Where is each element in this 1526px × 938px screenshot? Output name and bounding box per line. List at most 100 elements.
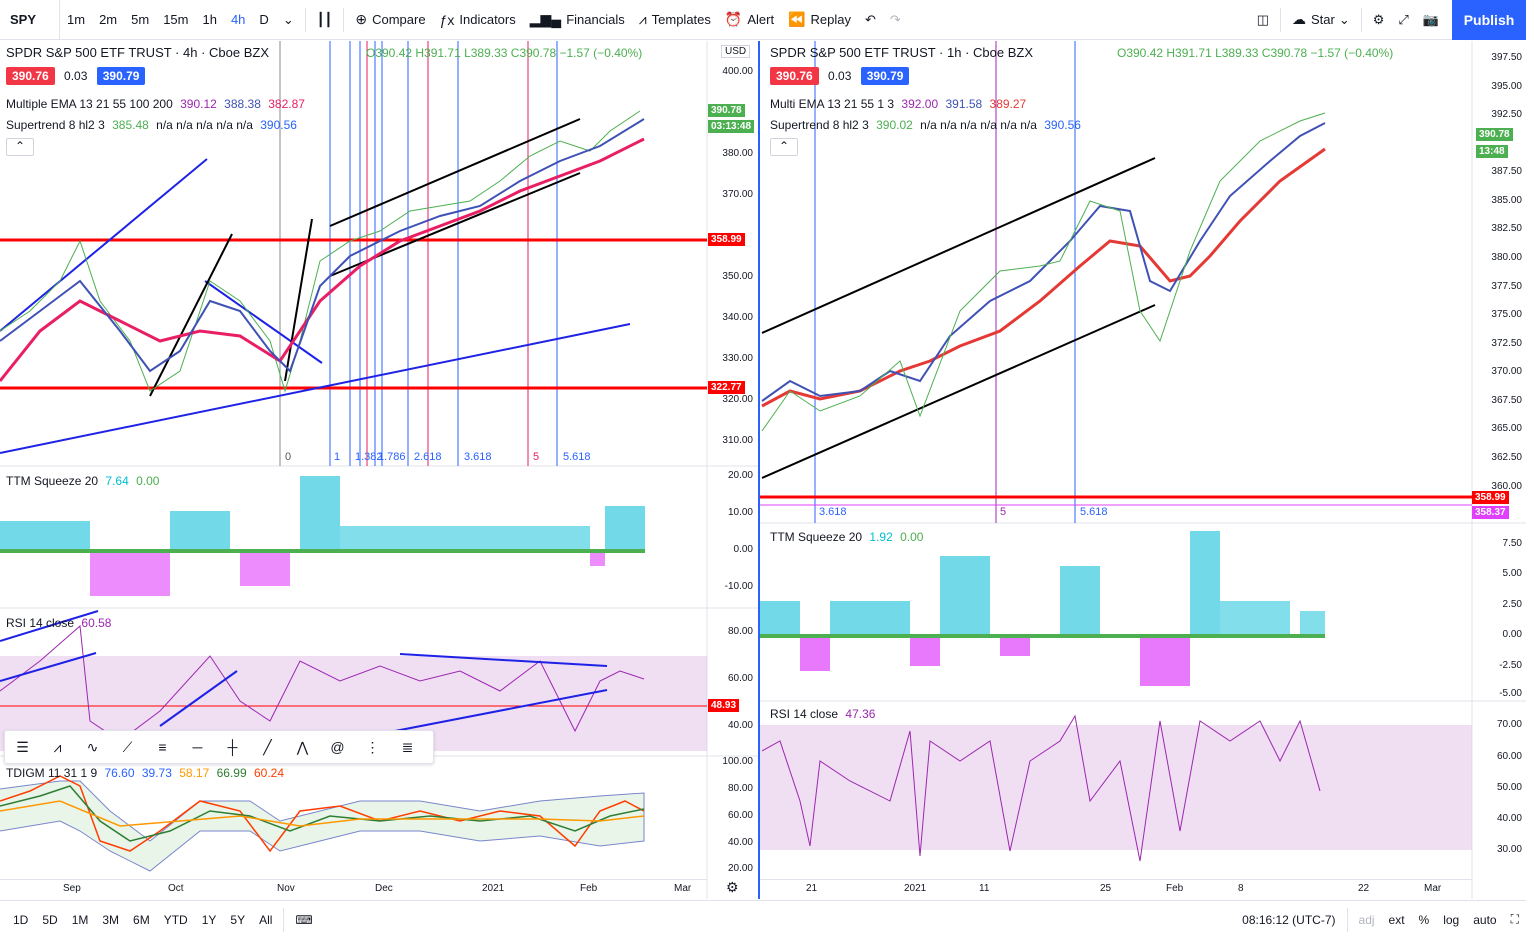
right-ttm-axis[interactable]: 7.50 5.00 2.50 0.00 -2.50 -5.00 bbox=[1499, 538, 1522, 699]
publish-button[interactable]: Publish bbox=[1452, 0, 1526, 40]
percent-toggle[interactable]: % bbox=[1418, 912, 1430, 927]
layout-button[interactable]: ◫ bbox=[1250, 0, 1276, 40]
goto-date-button[interactable]: ⌨ bbox=[288, 913, 319, 927]
left-rsi-axis[interactable]: 80.00 60.00 40.00 bbox=[727, 626, 753, 731]
left-supertrend-legend[interactable]: Supertrend 8 hl2 3 385.48 n/a n/a n/a n/… bbox=[6, 118, 297, 132]
bar-chart-icon: ▂▆▄ bbox=[529, 11, 562, 27]
ask-price[interactable]: 390.79 bbox=[860, 67, 910, 85]
templates-icon: ⩘ bbox=[638, 11, 647, 27]
left-quote-row: 390.76 0.03 390.79 bbox=[6, 67, 146, 85]
interval-D[interactable]: D bbox=[259, 12, 269, 27]
divider bbox=[1346, 907, 1348, 932]
alert-button[interactable]: ⏰ Alert bbox=[724, 11, 775, 27]
fib-label-1382: 1.382 bbox=[355, 451, 383, 463]
log-toggle[interactable]: log bbox=[1443, 912, 1460, 927]
fib-label-2618: 2.618 bbox=[414, 451, 442, 463]
timezone-clock[interactable]: 08:16:12 (UTC-7) bbox=[1242, 912, 1336, 927]
undo-icon: ↶ bbox=[864, 11, 876, 27]
interval-15m[interactable]: 15m bbox=[163, 12, 189, 27]
replay-button[interactable]: ⏪ Replay bbox=[788, 11, 851, 27]
redo-button[interactable]: ↷ bbox=[883, 0, 908, 40]
interval-1h[interactable]: 1h bbox=[202, 12, 217, 27]
range-6M[interactable]: 6M bbox=[133, 912, 150, 927]
left-chart-panel[interactable]: SPDR S&P 500 ETF TRUST · 4h · Cboe BZX O… bbox=[0, 41, 760, 899]
right-price-axis[interactable]: 397.50 395.00 392.50 387.50 385.00 382.5… bbox=[1491, 52, 1522, 492]
pattern-icon[interactable]: ⩘ bbox=[53, 738, 62, 755]
left-chart-title: SPDR S&P 500 ETF TRUST · 4h · Cboe BZX bbox=[6, 45, 269, 60]
fib-extension-icon[interactable]: ⋮ bbox=[365, 738, 380, 755]
auto-toggle[interactable]: auto bbox=[1473, 912, 1497, 927]
fullscreen-button[interactable]: ⤢ bbox=[1391, 0, 1415, 40]
left-time-axis[interactable]: Sep Oct Nov Dec 2021 Feb Mar bbox=[0, 879, 707, 899]
left-rsi-legend[interactable]: RSI 14 close 60.58 bbox=[6, 616, 112, 630]
right-ema-legend[interactable]: Multi EMA 13 21 55 1 3 392.00 391.58 389… bbox=[770, 97, 1027, 111]
wave-icon[interactable]: ∿ bbox=[86, 738, 99, 755]
right-supertrend-legend[interactable]: Supertrend 8 hl2 3 390.02 n/a n/a n/a n/… bbox=[770, 118, 1081, 132]
collapse-legend-button[interactable]: ⌃ bbox=[770, 138, 798, 156]
maximize-button[interactable]: ⛶ bbox=[1504, 912, 1526, 927]
interval-1m[interactable]: 1m bbox=[67, 12, 86, 27]
right-time-axis[interactable]: 21 2021 11 25 Feb 8 22 Mar bbox=[760, 879, 1472, 899]
ext-toggle[interactable]: ext bbox=[1388, 912, 1405, 927]
bid-price[interactable]: 390.76 bbox=[6, 67, 55, 85]
left-ttm-axis[interactable]: 20.00 10.00 0.00 -10.00 bbox=[724, 470, 753, 592]
left-tdi-legend[interactable]: TDIGM 11 31 1 9 76.60 39.73 58.17 66.99 … bbox=[6, 766, 285, 780]
left-last-price-tag: 390.78 bbox=[708, 104, 745, 117]
vertical-lines-icon[interactable]: ┼ bbox=[227, 739, 238, 755]
ask-price[interactable]: 390.79 bbox=[96, 67, 146, 85]
range-1D[interactable]: 1D bbox=[13, 912, 29, 927]
drag-handle-icon[interactable]: ☰ bbox=[16, 738, 29, 755]
top-toolbar: SPY 1m 2m 5m 15m 1h 4h D ⌄ ┃┃ ⊕ Compare ƒ… bbox=[0, 0, 1526, 40]
left-ttm-legend[interactable]: TTM Squeeze 20 7.64 0.00 bbox=[6, 474, 160, 488]
left-ohlc: O390.42 H391.71 L389.33 C390.78 −1.57 (−… bbox=[366, 46, 643, 60]
right-rsi-axis[interactable]: 70.00 60.00 50.00 40.00 30.00 bbox=[1496, 719, 1522, 855]
interval-4h[interactable]: 4h bbox=[230, 12, 246, 27]
layout-split-icon: ◫ bbox=[1256, 11, 1269, 27]
undo-button[interactable]: ↶ bbox=[858, 0, 883, 40]
left-ema-legend[interactable]: Multiple EMA 13 21 55 100 200 390.12 388… bbox=[6, 97, 305, 111]
path-icon[interactable]: ⋀ bbox=[296, 738, 309, 755]
range-YTD[interactable]: YTD bbox=[163, 912, 188, 927]
right-ohlc: O390.42 H391.71 L389.33 C390.78 −1.57 (−… bbox=[1117, 46, 1394, 60]
right-bar-timer: 13:48 bbox=[1476, 145, 1508, 158]
left-tdi-axis[interactable]: 100.00 80.00 60.00 40.00 20.00 bbox=[722, 756, 753, 874]
financials-button[interactable]: ▂▆▄ Financials bbox=[529, 11, 625, 27]
range-3M[interactable]: 3M bbox=[102, 912, 120, 927]
range-1M[interactable]: 1M bbox=[71, 912, 89, 927]
range-5Y[interactable]: 5Y bbox=[230, 912, 246, 927]
range-All[interactable]: All bbox=[259, 912, 273, 927]
spiral-icon[interactable]: @ bbox=[330, 739, 345, 755]
right-last-price-tag: 390.78 bbox=[1476, 128, 1513, 141]
templates-button[interactable]: ⩘ Templates bbox=[638, 11, 711, 27]
right-chart-panel[interactable]: SPDR S&P 500 ETF TRUST · 1h · Cboe BZX O… bbox=[760, 41, 1526, 899]
right-quote-row: 390.76 0.03 390.79 bbox=[770, 67, 910, 85]
bid-price[interactable]: 390.76 bbox=[770, 67, 819, 85]
chart-type-button[interactable]: ┃┃ bbox=[310, 0, 340, 40]
fib-icon[interactable]: ≡ bbox=[158, 739, 167, 755]
star-button[interactable]: ☁ Star ⌄ bbox=[1292, 11, 1350, 27]
settings-button[interactable]: ⚙ bbox=[1366, 0, 1392, 40]
indicators-button[interactable]: ƒx Indicators bbox=[439, 11, 516, 28]
interval-dropdown[interactable]: ⌄ bbox=[276, 0, 301, 40]
collapse-legend-button[interactable]: ⌃ bbox=[6, 138, 34, 156]
fib-retracement-icon[interactable]: ≣ bbox=[401, 738, 414, 755]
divider bbox=[343, 7, 345, 32]
snapshot-button[interactable]: 📷 bbox=[1416, 0, 1446, 40]
symbol-search[interactable]: SPY bbox=[0, 0, 60, 40]
range-5D[interactable]: 5D bbox=[42, 912, 58, 927]
adj-toggle[interactable]: adj bbox=[1358, 912, 1375, 927]
ray-icon[interactable]: ╱ bbox=[263, 738, 272, 755]
left-level-bot-tag: 322.77 bbox=[708, 381, 745, 394]
compare-button[interactable]: ⊕ Compare bbox=[355, 11, 426, 27]
left-price-axis[interactable]: 400.00 380.00 370.00 350.00 340.00 330.0… bbox=[722, 66, 753, 446]
rewind-icon: ⏪ bbox=[788, 11, 806, 27]
left-level-top-tag: 358.99 bbox=[708, 233, 745, 246]
right-ttm-legend[interactable]: TTM Squeeze 20 1.92 0.00 bbox=[770, 530, 924, 544]
interval-5m[interactable]: 5m bbox=[131, 12, 150, 27]
right-rsi-legend[interactable]: RSI 14 close 47.36 bbox=[770, 707, 876, 721]
interval-2m[interactable]: 2m bbox=[99, 12, 118, 27]
horizontal-line-icon[interactable]: ─ bbox=[192, 739, 203, 755]
chart-settings-button[interactable]: ⚙ bbox=[726, 879, 739, 896]
range-1Y[interactable]: 1Y bbox=[201, 912, 217, 927]
trend-line-icon[interactable]: ⟋ bbox=[122, 738, 133, 755]
